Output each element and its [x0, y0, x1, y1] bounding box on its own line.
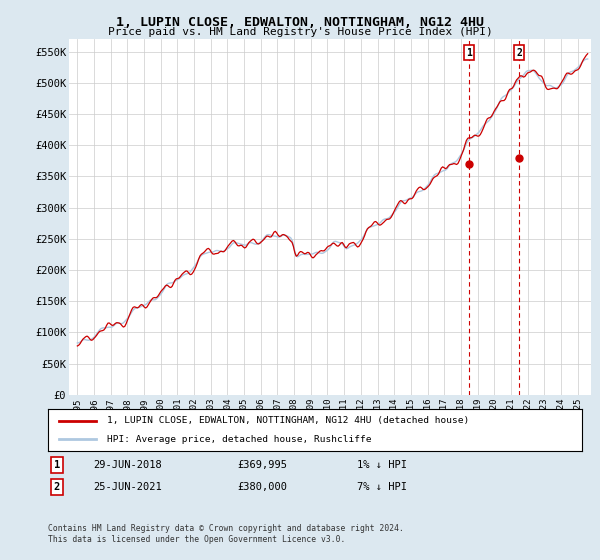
Text: 2: 2 [54, 482, 60, 492]
Text: HPI: Average price, detached house, Rushcliffe: HPI: Average price, detached house, Rush… [107, 435, 371, 444]
Text: 25-JUN-2021: 25-JUN-2021 [93, 482, 162, 492]
Text: £380,000: £380,000 [237, 482, 287, 492]
Text: 2: 2 [516, 48, 522, 58]
Text: Price paid vs. HM Land Registry's House Price Index (HPI): Price paid vs. HM Land Registry's House … [107, 27, 493, 37]
Text: This data is licensed under the Open Government Licence v3.0.: This data is licensed under the Open Gov… [48, 535, 346, 544]
Text: 1, LUPIN CLOSE, EDWALTON, NOTTINGHAM, NG12 4HU (detached house): 1, LUPIN CLOSE, EDWALTON, NOTTINGHAM, NG… [107, 416, 469, 425]
Text: 1% ↓ HPI: 1% ↓ HPI [357, 460, 407, 470]
Text: Contains HM Land Registry data © Crown copyright and database right 2024.: Contains HM Land Registry data © Crown c… [48, 524, 404, 533]
Text: £369,995: £369,995 [237, 460, 287, 470]
Text: 7% ↓ HPI: 7% ↓ HPI [357, 482, 407, 492]
Text: 1, LUPIN CLOSE, EDWALTON, NOTTINGHAM, NG12 4HU: 1, LUPIN CLOSE, EDWALTON, NOTTINGHAM, NG… [116, 16, 484, 29]
Text: 1: 1 [466, 48, 472, 58]
Text: 29-JUN-2018: 29-JUN-2018 [93, 460, 162, 470]
Text: 1: 1 [54, 460, 60, 470]
